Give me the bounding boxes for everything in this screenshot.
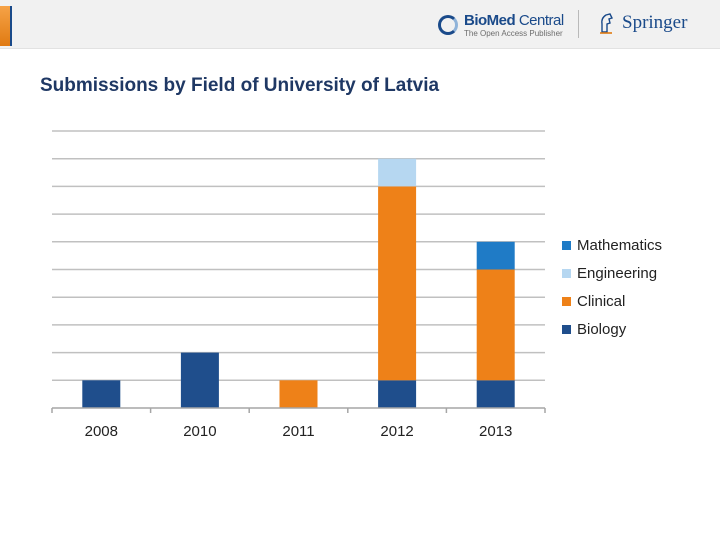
springer-name: Springer: [622, 12, 688, 33]
x-tick-label-2012: 2012: [380, 423, 413, 440]
springer-horse-icon: [600, 13, 613, 34]
bar-biology-2013: [476, 380, 515, 408]
legend-label-engineering: Engineering: [577, 264, 658, 282]
legend-label-clinical: Clinical: [577, 292, 626, 310]
legend-swatch-mathematics: [562, 240, 571, 250]
gridlines: [52, 130, 545, 382]
bars: [82, 158, 515, 408]
bar-biology-2012: [378, 380, 417, 408]
biomed-tagline: The Open Access Publisher: [464, 28, 563, 38]
bar-biology-2010: [180, 352, 219, 408]
bar-mathematics-2013: [476, 241, 515, 270]
springer-logo: Springer: [598, 12, 687, 34]
bar-engineering-2012: [378, 158, 417, 187]
corner-mark: [0, 6, 12, 46]
legend-swatch-clinical: [562, 296, 571, 306]
header-band: BioMed Central The Open Access Publisher…: [0, 0, 720, 49]
x-tick-label-2008: 2008: [85, 423, 118, 440]
legend-label-biology: Biology: [577, 320, 627, 338]
legend-label-mathematics: Mathematics: [577, 236, 663, 254]
x-axis: 2008 2010 2011 2012 2013: [51, 407, 546, 440]
legend-item-clinical: Clinical: [562, 287, 662, 315]
legend-item-mathematics: Mathematics: [562, 231, 662, 259]
page-title: Submissions by Field of University of La…: [40, 75, 440, 96]
bar-clinical-2013: [476, 269, 515, 381]
bar-biology-2008: [82, 380, 121, 408]
biomed-name: BioMed Central: [464, 11, 564, 29]
legend-item-biology: Biology: [562, 315, 662, 343]
bar-clinical-2012: [378, 186, 417, 381]
bar-clinical-2011: [279, 380, 318, 408]
x-tick-label-2011: 2011: [282, 423, 314, 440]
x-tick-label-2010: 2010: [183, 423, 216, 440]
legend-swatch-biology: [562, 324, 571, 334]
logo-divider: [578, 10, 579, 38]
x-tick-label-2013: 2013: [479, 423, 512, 440]
legend: Mathematics Engineering Clinical Biology: [562, 231, 662, 343]
biomed-circle-icon: [438, 15, 458, 35]
biomed-central-logo: BioMed Central The Open Access Publisher: [438, 10, 564, 40]
legend-item-engineering: Engineering: [562, 259, 662, 287]
legend-swatch-engineering: [562, 268, 571, 278]
